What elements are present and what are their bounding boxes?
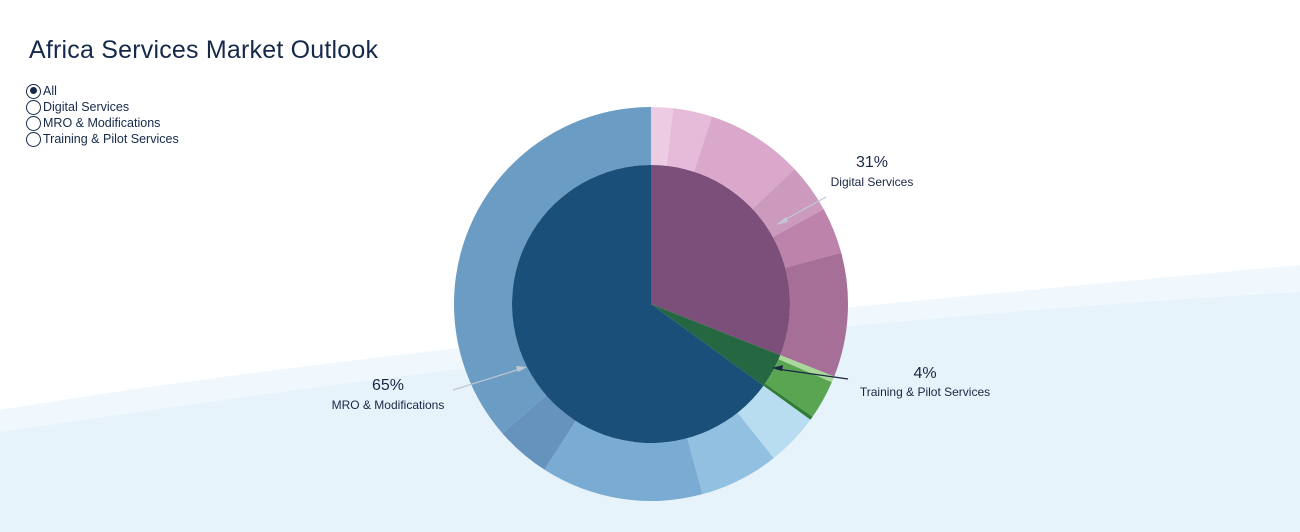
data-label-training-name: Training & Pilot Services (860, 385, 990, 399)
callout-line-mro (452, 368, 521, 391)
filter-option-digital-services[interactable]: Digital Services (26, 99, 179, 115)
outer-slice-11[interactable] (544, 420, 703, 501)
segment-filter-group: All Digital Services MRO & Modifications… (26, 83, 179, 147)
outer-slice-4[interactable] (772, 209, 842, 268)
outer-slice-9[interactable] (737, 385, 811, 459)
outer-slice-2[interactable] (693, 116, 795, 209)
inner-ring (512, 165, 791, 443)
data-label-digital-pct: 31% (856, 154, 888, 171)
outer-slice-7[interactable] (764, 359, 832, 417)
callout-line-training (776, 368, 849, 380)
callout-line-digital (778, 196, 827, 224)
outer-slice-10[interactable] (687, 412, 774, 495)
page-title: Africa Services Market Outlook (29, 36, 379, 64)
inner-slice-2[interactable] (512, 165, 764, 443)
outer-slice-8[interactable] (763, 383, 813, 420)
data-label-mro-pct: 65% (372, 377, 404, 394)
outer-slice-1[interactable] (666, 108, 712, 172)
filter-label: MRO & Modifications (43, 116, 161, 130)
callout-arrowhead (776, 217, 788, 225)
outer-slice-0[interactable] (651, 107, 674, 166)
radio-icon[interactable] (26, 99, 41, 115)
filter-option-mro-modifications[interactable]: MRO & Modifications (26, 115, 179, 131)
filter-option-all[interactable]: All (26, 83, 179, 99)
outer-slice-5[interactable] (780, 252, 848, 377)
inner-slice-0[interactable] (651, 165, 791, 356)
outer-ring (454, 107, 848, 501)
callout-arrowhead (516, 366, 527, 372)
filter-option-training-pilot-services[interactable]: Training & Pilot Services (26, 131, 179, 147)
filter-label: Digital Services (43, 100, 130, 114)
filter-label: All (43, 84, 57, 98)
data-label-digital-name: Digital Services (831, 175, 914, 189)
data-label-training-pct: 4% (913, 365, 936, 382)
data-label-mro-name: MRO & Modifications (332, 398, 445, 412)
radio-icon[interactable] (26, 131, 41, 147)
radio-icon[interactable] (26, 83, 41, 99)
inner-slice-1[interactable] (651, 304, 781, 386)
outer-slice-13[interactable] (454, 107, 651, 434)
radio-icon[interactable] (26, 115, 41, 131)
chart-annotations: 31% Digital Services 4% Training & Pilot… (332, 154, 990, 412)
callout-arrowhead (772, 365, 783, 371)
filter-label: Training & Pilot Services (43, 132, 179, 146)
outer-slice-12[interactable] (502, 395, 576, 470)
outer-slice-3[interactable] (752, 169, 824, 238)
